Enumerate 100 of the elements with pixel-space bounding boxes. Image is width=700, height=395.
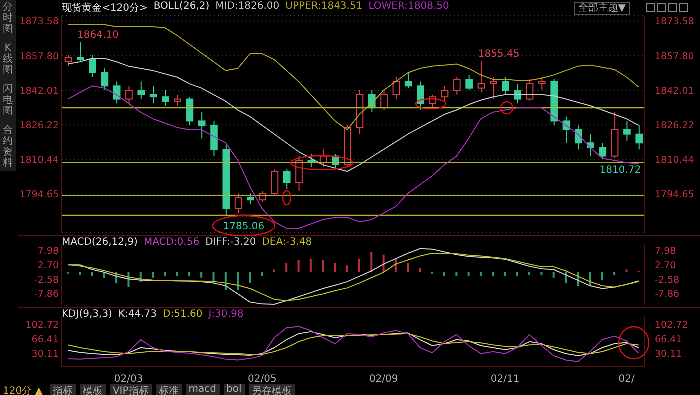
bar <box>540 272 543 276</box>
bar <box>370 252 373 272</box>
candlestick <box>89 54 96 78</box>
bar <box>516 272 518 277</box>
y-tick-label: 1810.44 <box>20 155 59 166</box>
text: J:30.98 <box>208 309 244 320</box>
candlestick <box>174 94 182 106</box>
line-series <box>68 58 640 172</box>
bar <box>626 270 628 272</box>
text: 1785.06 <box>223 221 265 232</box>
bar <box>261 272 264 277</box>
text: 标准 <box>156 384 182 395</box>
text: 闪电图 <box>2 84 14 117</box>
candlestick <box>404 72 412 89</box>
y-tick-label: 30.11 <box>32 349 59 360</box>
bar <box>103 272 106 278</box>
bar <box>601 272 604 281</box>
candlestick <box>101 68 109 92</box>
y-tick-label: 66.41 <box>32 334 59 346</box>
candlestick <box>113 81 121 104</box>
text: 分时图 <box>2 2 14 35</box>
bar <box>468 272 470 277</box>
candlestick <box>296 156 303 192</box>
text: DIFF:-3.20 <box>206 237 256 248</box>
bar <box>310 258 312 272</box>
text: bol <box>224 384 245 395</box>
bar <box>552 272 555 278</box>
candlestick <box>514 83 522 104</box>
y-tick-label: 102.72 <box>26 320 59 332</box>
text: MACD:0.56 <box>144 237 200 248</box>
bar <box>237 272 240 290</box>
y-tick-label: -2.58 <box>34 274 59 286</box>
bar <box>334 262 336 272</box>
text: LOWER:1808.50 <box>368 1 450 14</box>
y2-tick-label: -2.58 <box>655 274 680 286</box>
y-tick-label: 1826.22 <box>20 120 59 132</box>
candlestick <box>76 42 84 63</box>
candlestick <box>454 76 461 96</box>
candlestick <box>283 168 291 190</box>
y2-tick-label: 66.41 <box>655 334 682 346</box>
text: 1864.10 <box>78 30 119 42</box>
candlestick <box>502 76 510 96</box>
bar <box>419 268 422 272</box>
y-tick-label: 7.98 <box>38 246 59 258</box>
y2-tick-label: 1810.44 <box>655 155 694 166</box>
bar <box>492 272 494 277</box>
text: 另存模板 <box>248 384 295 395</box>
candlestick <box>587 134 594 157</box>
text: 120分 ▲ <box>2 385 44 395</box>
bar <box>456 272 458 277</box>
candlestick <box>392 76 400 100</box>
x-tick-label: 02/05 <box>248 374 277 386</box>
bar <box>200 272 203 278</box>
y2-tick-label: 1873.58 <box>655 16 694 28</box>
candlestick <box>624 120 631 142</box>
text: macd <box>186 384 220 395</box>
text: 1855.45 <box>478 49 520 60</box>
bar <box>504 272 506 277</box>
bar <box>480 272 482 277</box>
chart-title: 现货黄金<120分> <box>62 2 148 15</box>
candlestick <box>64 54 72 67</box>
candlestick <box>126 86 133 104</box>
bar <box>444 272 446 277</box>
text: 全部主题▼ <box>574 2 630 15</box>
candlestick <box>417 81 424 111</box>
text: 模板 <box>80 384 106 395</box>
legend-title: KDJ(9,3,3) <box>62 309 112 320</box>
bar <box>249 272 252 284</box>
bar <box>614 272 616 276</box>
text: 合约资料 <box>2 125 14 169</box>
text: 1810.72 <box>600 165 642 176</box>
candlestick <box>441 86 449 102</box>
y-tick-label: 1857.80 <box>20 51 59 62</box>
candlestick <box>538 76 546 92</box>
bar <box>298 260 300 272</box>
candlestick <box>526 79 534 102</box>
bar <box>79 272 82 276</box>
candlestick <box>198 112 206 140</box>
y-tick-label: 1794.65 <box>20 190 59 201</box>
candlestick <box>234 193 242 214</box>
candlestick <box>636 125 644 150</box>
bar <box>91 272 94 277</box>
text: K线图 <box>2 43 14 76</box>
bar <box>152 272 154 278</box>
y2-tick-label: 1857.80 <box>655 51 694 62</box>
text: DEA:-3.48 <box>262 237 312 248</box>
bar <box>286 262 288 272</box>
bar <box>176 272 178 277</box>
y2-tick-label: 7.98 <box>655 246 676 258</box>
y2-tick-label: 30.11 <box>655 349 682 360</box>
candlestick <box>186 96 194 126</box>
candlestick <box>162 90 170 106</box>
y-tick-label: 1873.58 <box>20 16 59 28</box>
candlestick <box>271 168 279 196</box>
candlestick <box>599 142 607 160</box>
bar <box>322 260 324 272</box>
candlestick <box>380 90 388 111</box>
x-tick-label: 02/09 <box>369 374 398 386</box>
y-tick-label: 2.70 <box>38 260 59 272</box>
candlestick <box>466 74 473 92</box>
